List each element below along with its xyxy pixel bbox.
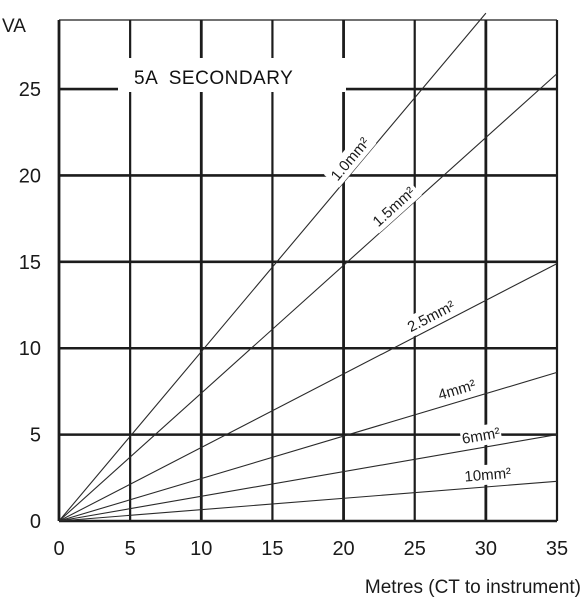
- tick-labels: 0 5 10 15 20 25 30 35 0 5 10 15 20 25: [19, 79, 568, 560]
- x-tick-label: 0: [53, 538, 64, 560]
- y-tick-label: 20: [19, 165, 41, 187]
- series-label-backdrop: [462, 462, 513, 487]
- x-tick-label: 35: [546, 538, 568, 560]
- y-tick-label: 5: [30, 425, 41, 447]
- y-tick-label: 10: [19, 338, 41, 360]
- series-line: [58, 480, 558, 522]
- series-line: [58, 263, 558, 522]
- y-tick-label: 0: [30, 511, 41, 533]
- x-tick-label: 30: [475, 538, 497, 560]
- series-line: [58, 73, 558, 522]
- title-group: 5A SECONDARY: [118, 58, 346, 92]
- x-tick-label: 5: [125, 538, 136, 560]
- x-tick-label: 25: [404, 538, 426, 560]
- series-label-backdrop: [323, 130, 377, 188]
- x-tick-label: 10: [190, 538, 212, 560]
- x-tick-label: 20: [332, 538, 354, 560]
- series-label-backdrop: [459, 422, 503, 449]
- x-axis-title: Metres (CT to instrument): [365, 577, 581, 598]
- y-axis-title: VA: [2, 16, 26, 37]
- series-label-backdrop: [400, 294, 462, 339]
- y-tick-label: 15: [19, 252, 41, 274]
- y-tick-label: 25: [19, 79, 41, 101]
- series-label: 10mm²: [464, 465, 512, 486]
- chart-title: 5A SECONDARY: [134, 68, 293, 89]
- series-label-backdrop: [434, 374, 479, 406]
- series-label: 6mm²: [461, 425, 502, 448]
- series-label-group: 6mm²: [459, 422, 503, 449]
- series-line: [58, 371, 558, 522]
- series-lines: [58, 12, 558, 522]
- series-line: [58, 12, 487, 522]
- series-label-backdrop: [365, 180, 422, 234]
- series-label-group: 10mm²: [462, 462, 513, 487]
- series-line: [58, 434, 558, 522]
- title-backdrop: [118, 58, 346, 92]
- x-tick-label: 15: [261, 538, 283, 560]
